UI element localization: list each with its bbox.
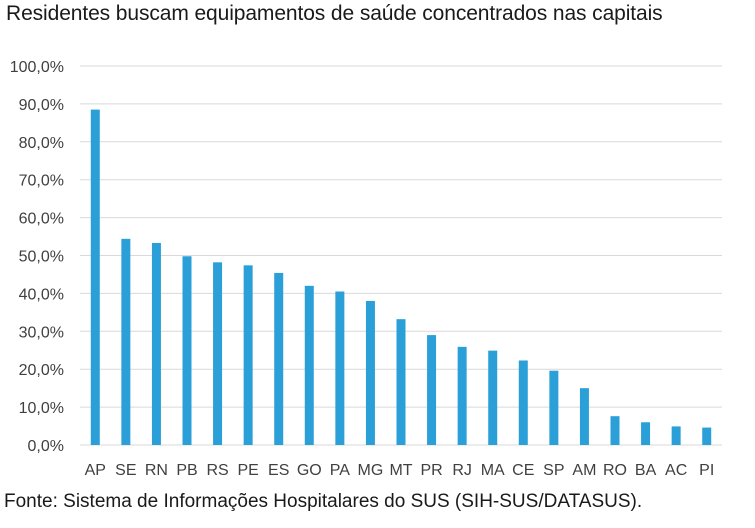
x-tick-label: MA (481, 462, 505, 479)
x-tick-label: RJ (452, 462, 472, 479)
x-tick-label: PR (420, 462, 442, 479)
y-tick-label: 10,0% (19, 400, 64, 417)
bar-mg (365, 300, 375, 445)
x-tick-label: AC (665, 462, 687, 479)
x-tick-label: PE (237, 462, 258, 479)
bar-rn (151, 242, 161, 445)
y-tick-label: 100,0% (10, 59, 64, 76)
bar-ba (641, 422, 651, 445)
bar-ce (518, 360, 528, 445)
x-tick-label: CE (512, 462, 534, 479)
x-tick-label: SE (115, 462, 136, 479)
y-tick-label: 30,0% (19, 324, 64, 341)
bar-pr (427, 335, 437, 445)
bar-chart: 0,0% 10,0% 20,0% 30,0% 40,0% 50,0% 60,0% 70,0% 8… (10, 59, 722, 479)
bar-rj (457, 346, 467, 445)
x-axis-labels: AP SE RN PB RS PE ES GO PA MG MT PR RJ MA CE SP AM RO BA AC… (85, 462, 715, 479)
bar-sp (549, 370, 559, 445)
x-tick-label: RN (145, 462, 168, 479)
y-axis-labels: 0,0% 10,0% 20,0% 30,0% 40,0% 50,0% 60,0% 70,0% 8… (10, 59, 64, 455)
x-tick-label: BA (635, 462, 657, 479)
bar-es (274, 272, 284, 445)
x-tick-label: PI (699, 462, 714, 479)
y-tick-label: 70,0% (19, 173, 64, 190)
bars (90, 109, 712, 446)
chart-title: Residentes buscam equipamentos de saúde … (6, 2, 663, 25)
bar-se (121, 238, 131, 445)
x-tick-label: MG (358, 462, 384, 479)
x-tick-label: GO (297, 462, 322, 479)
y-tick-label: 0,0% (28, 438, 64, 455)
y-tick-label: 80,0% (19, 135, 64, 152)
bar-pa (335, 291, 345, 445)
x-tick-label: RO (603, 462, 627, 479)
x-tick-label: SP (543, 462, 564, 479)
y-tick-label: 20,0% (19, 362, 64, 379)
bar-rs (213, 262, 223, 445)
x-tick-label: PB (176, 462, 197, 479)
bar-pb (182, 256, 192, 445)
x-tick-label: ES (268, 462, 289, 479)
bar-ac (671, 426, 681, 445)
x-tick-label: MT (389, 462, 412, 479)
x-tick-label: RS (206, 462, 228, 479)
y-tick-label: 60,0% (19, 211, 64, 228)
y-tick-label: 40,0% (19, 286, 64, 303)
bar-ap (90, 109, 100, 446)
bar-mt (396, 319, 406, 445)
x-tick-label: AP (85, 462, 106, 479)
bar-pe (243, 265, 253, 445)
source-note: Fonte: Sistema de Informações Hospitalar… (4, 491, 643, 512)
x-tick-label: PA (330, 462, 350, 479)
bar-am (579, 388, 589, 445)
y-tick-label: 90,0% (19, 97, 64, 114)
bar-ma (488, 350, 498, 445)
bar-ro (610, 416, 620, 445)
y-tick-label: 50,0% (19, 249, 64, 266)
x-tick-label: AM (572, 462, 596, 479)
bar-pi (702, 427, 712, 445)
bar-go (304, 285, 314, 445)
